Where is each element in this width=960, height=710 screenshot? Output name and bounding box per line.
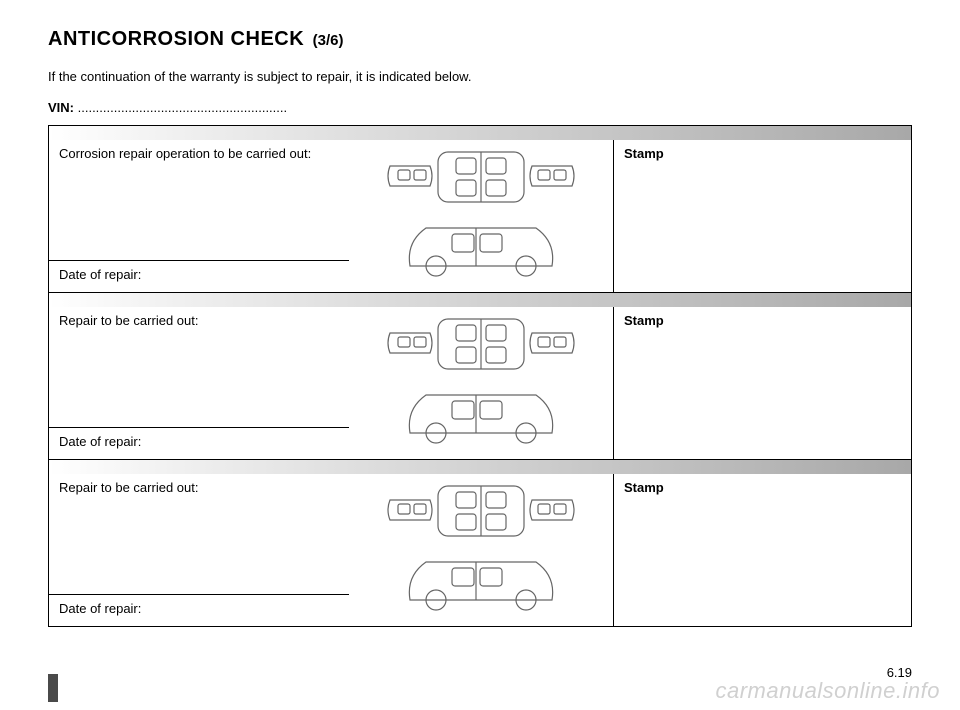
section-divider-bar: [49, 293, 911, 307]
date-label: Date of repair:: [49, 427, 349, 459]
vin-value: ........................................…: [78, 100, 288, 115]
operation-label: Repair to be carried out:: [49, 307, 349, 427]
car-diagram-cell: [349, 140, 613, 292]
car-body-diagram-icon: [376, 480, 586, 620]
stamp-label: Stamp: [613, 307, 911, 459]
vin-row: VIN: ...................................…: [48, 100, 912, 115]
repair-section: Repair to be carried out: Date of repair…: [49, 293, 911, 460]
car-body-diagram-icon: [376, 146, 586, 286]
section-divider-bar: [49, 126, 911, 140]
section-divider-bar: [49, 460, 911, 474]
operation-label: Corrosion repair operation to be carried…: [49, 140, 349, 260]
date-label: Date of repair:: [49, 594, 349, 626]
vin-label: VIN:: [48, 100, 74, 115]
title-sub: (3/6): [313, 32, 344, 49]
watermark-text: carmanualsonline.info: [715, 678, 940, 704]
car-diagram-cell: [349, 307, 613, 459]
repair-section: Corrosion repair operation to be carried…: [49, 126, 911, 293]
car-diagram-cell: [349, 474, 613, 626]
page-marker-icon: [48, 674, 58, 702]
operation-label: Repair to be carried out:: [49, 474, 349, 594]
repair-section: Repair to be carried out: Date of repair…: [49, 460, 911, 626]
title-main: ANTICORROSION CHECK: [48, 28, 304, 50]
date-label: Date of repair:: [49, 260, 349, 292]
car-body-diagram-icon: [376, 313, 586, 453]
sections-container: Corrosion repair operation to be carried…: [48, 125, 912, 627]
page-title: ANTICORROSION CHECK (3/6): [48, 28, 912, 51]
stamp-label: Stamp: [613, 140, 911, 292]
intro-text: If the continuation of the warranty is s…: [48, 69, 912, 84]
stamp-label: Stamp: [613, 474, 911, 626]
